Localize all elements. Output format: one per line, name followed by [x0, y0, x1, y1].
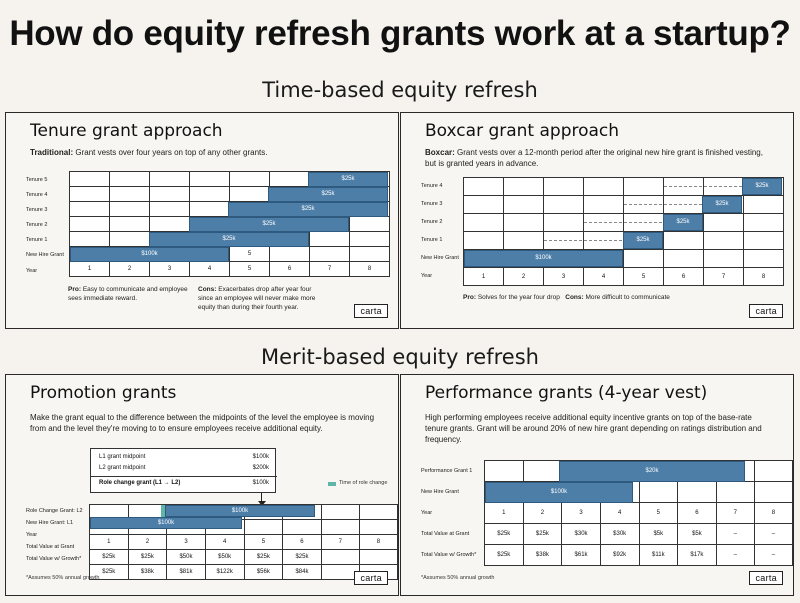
bar-tenure-4: $25k: [742, 178, 782, 195]
tenure-con: Cons: Exacerbates drop after year four s…: [198, 286, 316, 311]
row-label: Tenure 1: [26, 237, 48, 243]
row-label: Tenure 3: [421, 201, 443, 207]
performance-desc: High performing employees receive additi…: [425, 413, 762, 444]
row-label: Tenure 3: [26, 207, 48, 213]
row-label: Tenure 2: [26, 222, 48, 228]
bar-tenure-2: $25k: [189, 217, 349, 232]
bar-new-hire: $100k: [70, 247, 229, 262]
row-label: Year: [421, 273, 433, 279]
promotion-panel: Promotion grants Make the grant equal to…: [5, 374, 399, 596]
row-label: Role Change Grant: L2: [26, 508, 83, 514]
performance-panel: Performance grants (4-year vest) High pe…: [400, 374, 794, 596]
arrow-line: [261, 493, 262, 503]
bar-new-hire: $100k: [464, 250, 623, 267]
tenure-pro: Pro: Easy to communicate and employee se…: [68, 286, 188, 302]
bar-role-change: $100k: [165, 505, 315, 517]
midpoint-box: L1 grant midpoint $100k L2 grant midpoin…: [90, 448, 277, 493]
arrow-head-icon: [258, 501, 266, 506]
row-label: Tenure 4: [26, 192, 48, 198]
tenure-panel: Tenure grant approach Traditional: Grant…: [5, 112, 399, 329]
row-label: Tenure 2: [421, 219, 443, 225]
row-label: New Hire Grant: L1: [26, 520, 74, 526]
bar-tenure-1: $25k: [149, 232, 309, 247]
carta-logo: carta: [749, 304, 783, 318]
boxcar-pro-con: Pro: Solves for the year four drop Cons:…: [463, 294, 670, 301]
bar-tenure-5: $25k: [308, 172, 388, 187]
footnote: *Assumes 50% annual growth: [26, 575, 100, 581]
row-label: New Hire Grant: [421, 255, 459, 261]
bar-new-hire: $100k: [90, 517, 242, 529]
bar-tenure-4: $25k: [268, 187, 388, 202]
page-title: How do equity refresh grants work at a s…: [9, 14, 791, 53]
row-label: Total Value w/ Growth*: [26, 556, 82, 562]
bar-tenure-2: $25k: [663, 214, 703, 231]
row-label: Tenure 4: [421, 183, 443, 189]
dashed-line: [544, 240, 622, 241]
performance-title: Performance grants (4-year vest): [425, 383, 708, 403]
dashed-line: [664, 186, 742, 187]
row-label: Year: [26, 268, 38, 274]
legend-label: Time of role change: [339, 480, 388, 486]
role-change-marker: [161, 505, 165, 517]
row-label: Total Value at Grant: [421, 531, 470, 537]
tenure-desc: Traditional: Grant vests over four years…: [30, 148, 268, 157]
bar-performance-grant: $20k: [559, 461, 745, 482]
row-label: Year: [421, 510, 433, 516]
row-label: Total Value w/ Growth*: [421, 552, 477, 558]
row-label: Total Value at Grant: [26, 544, 75, 550]
carta-logo: carta: [749, 571, 783, 585]
carta-logo: carta: [354, 304, 388, 318]
promotion-title: Promotion grants: [30, 383, 177, 403]
dashed-line: [624, 204, 702, 205]
row-label: Performance Grant 1: [421, 468, 473, 474]
dashed-line: [584, 222, 662, 223]
row-label: Tenure 1: [421, 237, 443, 243]
tenure-title: Tenure grant approach: [30, 121, 223, 141]
bar-tenure-3: $25k: [702, 196, 742, 213]
row-label: New Hire Grant: [421, 489, 459, 495]
legend-swatch: [328, 482, 336, 486]
section-merit-based: Merit-based equity refresh: [261, 345, 539, 369]
row-label: Year: [26, 532, 38, 538]
boxcar-panel: Boxcar grant approach Boxcar: Grant vest…: [400, 112, 794, 329]
row-label: Tenure 5: [26, 177, 48, 183]
bar-tenure-1: $25k: [623, 232, 663, 249]
boxcar-desc: Boxcar: Grant vests over a 12-month peri…: [425, 148, 763, 168]
section-time-based: Time-based equity refresh: [262, 78, 538, 102]
bar-new-hire: $100k: [485, 482, 633, 503]
bar-tenure-3: $25k: [228, 202, 388, 217]
promotion-desc: Make the grant equal to the difference b…: [30, 413, 375, 433]
boxcar-title: Boxcar grant approach: [425, 121, 620, 141]
footnote: *Assumes 50% annual growth: [421, 575, 495, 581]
carta-logo: carta: [354, 571, 388, 585]
row-label: New Hire Grant: [26, 252, 64, 258]
